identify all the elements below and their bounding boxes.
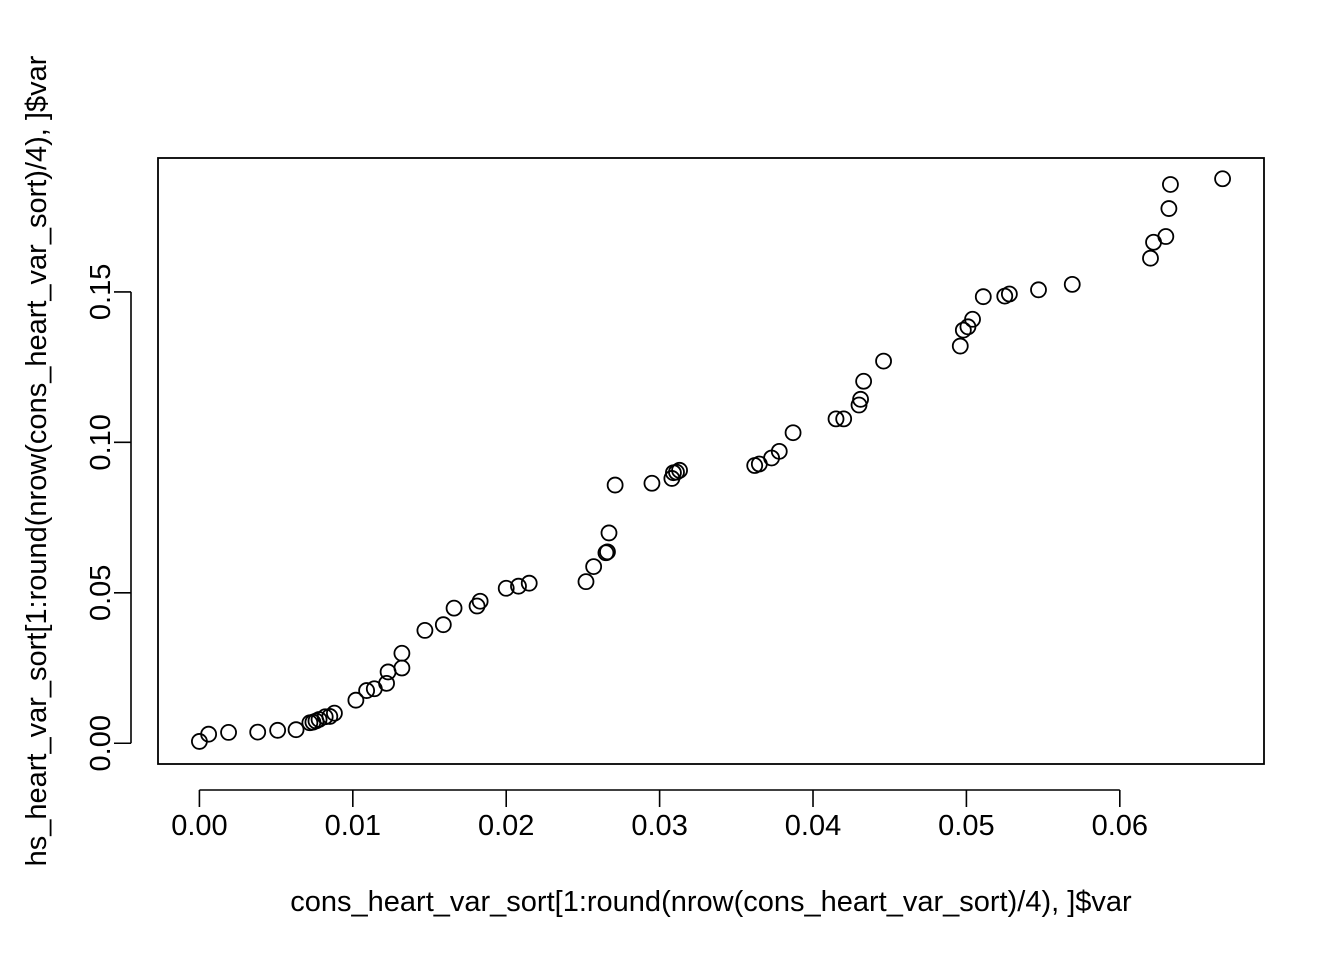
data-point: [784, 424, 802, 442]
y-tick-label: 0.00: [85, 715, 117, 771]
x-tick-label: 0.04: [785, 810, 841, 842]
data-point: [358, 682, 376, 699]
data-point: [1157, 228, 1175, 245]
data-point: [671, 461, 688, 479]
data-point: [316, 708, 334, 726]
data-point: [974, 288, 992, 306]
data-point: [378, 674, 395, 692]
x-tick-label: 0.00: [171, 810, 227, 842]
data-point: [468, 597, 486, 615]
data-point: [964, 310, 981, 328]
x-axis: 0.00 0.01 0.02 0.03 0.04 0.05 0.06: [171, 789, 1148, 842]
y-tick-label: 0.05: [85, 565, 117, 621]
data-point: [600, 524, 618, 542]
data-point: [347, 691, 365, 709]
data-point: [249, 723, 267, 741]
data-point: [668, 463, 685, 481]
data-point: [599, 543, 616, 561]
data-point: [269, 721, 287, 739]
data-point: [954, 321, 972, 339]
data-point: [643, 474, 661, 492]
data-points: [191, 170, 1231, 750]
data-point: [1063, 275, 1081, 293]
data-point: [585, 558, 603, 576]
data-point: [434, 616, 452, 634]
data-point: [1214, 170, 1231, 188]
data-point: [379, 663, 397, 681]
data-point: [827, 410, 845, 428]
data-point: [855, 372, 873, 390]
data-point: [520, 574, 538, 592]
data-point: [445, 599, 463, 617]
data-point: [1162, 176, 1179, 193]
data-point: [1160, 200, 1178, 217]
data-point: [835, 410, 853, 428]
x-axis-label: cons_heart_var_sort[1:round(nrow(cons_he…: [290, 886, 1132, 918]
data-point: [393, 644, 411, 662]
data-point: [951, 337, 969, 355]
data-point: [875, 352, 892, 370]
data-point: [1000, 285, 1018, 303]
data-point: [220, 724, 237, 741]
y-tick-label: 0.15: [85, 264, 117, 320]
x-tick-label: 0.03: [631, 810, 687, 842]
data-point: [471, 592, 489, 610]
y-tick-label: 0.10: [85, 414, 117, 470]
x-tick-label: 0.02: [478, 810, 534, 842]
data-point: [393, 659, 411, 677]
x-tick-label: 0.06: [1092, 810, 1148, 842]
data-point: [770, 442, 788, 460]
data-point: [497, 579, 515, 597]
data-point: [326, 704, 343, 722]
data-point: [416, 622, 434, 639]
data-point: [577, 573, 595, 591]
data-point: [606, 476, 624, 494]
data-point: [321, 708, 339, 725]
data-point: [287, 721, 305, 739]
y-axis-label: hs_heart_var_sort[1:round(nrow(cons_hear…: [21, 55, 53, 866]
plot-frame: [157, 157, 1265, 765]
x-tick-label: 0.05: [938, 810, 994, 842]
data-point: [1142, 249, 1159, 267]
data-point: [1030, 281, 1047, 299]
data-point: [852, 390, 869, 408]
y-axis: 0.00 0.05 0.10 0.15: [85, 264, 132, 771]
data-point: [510, 577, 527, 595]
data-point: [200, 725, 218, 743]
x-tick-label: 0.01: [325, 810, 381, 842]
